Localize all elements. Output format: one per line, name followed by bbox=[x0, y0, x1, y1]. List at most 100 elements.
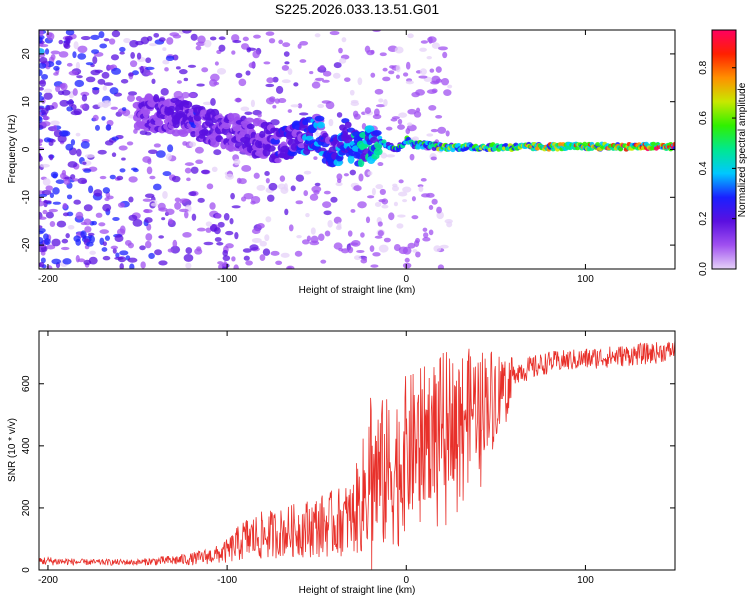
spectrogram-noise-cell bbox=[281, 79, 291, 84]
spectrogram-ridge-cell bbox=[373, 147, 383, 156]
spectrogram-ridge-cell bbox=[227, 143, 234, 152]
spectrogram-noise-cell bbox=[250, 99, 255, 108]
spectrogram-noise-cell bbox=[142, 156, 152, 163]
spectrogram-noise-cell bbox=[110, 54, 120, 61]
spectrogram-noise-cell bbox=[211, 166, 218, 172]
spectrogram-noise-cell bbox=[155, 150, 166, 158]
spectrogram-noise-cell bbox=[266, 77, 275, 84]
spectrogram-noise-cell bbox=[178, 69, 188, 75]
spectrogram-noise-cell bbox=[39, 116, 43, 124]
spectrogram-noise-cell bbox=[111, 30, 121, 38]
spectrogram-noise-cell bbox=[55, 179, 65, 184]
spectrogram-noise-cell bbox=[436, 206, 442, 214]
spectrogram-noise-cell bbox=[435, 114, 443, 119]
spectrogram-noise-cell bbox=[75, 132, 81, 137]
spectrogram-noise-cell bbox=[370, 72, 376, 78]
spectrogram-noise-cell bbox=[42, 178, 51, 186]
spectrogram-noise-cell bbox=[148, 252, 155, 260]
spectrogram-ridge-cell bbox=[305, 135, 314, 141]
spectrogram-noise-cell bbox=[130, 51, 136, 59]
spectrogram-noise-cell bbox=[41, 73, 49, 80]
spectrogram-noise-cell bbox=[196, 83, 205, 87]
spectrogram-ridge-cell bbox=[344, 121, 352, 129]
spectrogram-ridge-cell bbox=[244, 117, 255, 123]
spectrogram-ridge-cell bbox=[287, 150, 298, 157]
spectrogram-noise-cell bbox=[107, 65, 115, 70]
spectrogram-noise-cell bbox=[39, 225, 43, 229]
snr-x-tick-label: 100 bbox=[577, 575, 594, 586]
spectrogram-noise-cell bbox=[39, 193, 48, 198]
spectrogram-noise-cell bbox=[381, 198, 389, 205]
spectrogram-noise-cell bbox=[77, 45, 88, 54]
spectrogram-noise-cell bbox=[39, 44, 49, 48]
spectrogram-noise-cell bbox=[80, 35, 91, 41]
spectrogram-noise-cell bbox=[116, 175, 124, 181]
spectrogram-noise-cell bbox=[210, 223, 218, 232]
spectrogram-noise-cell bbox=[94, 69, 103, 74]
spectrogram-noise-cell bbox=[426, 133, 434, 137]
spectrogram-noise-cell bbox=[39, 200, 45, 207]
spectrogram-noise-cell bbox=[233, 158, 241, 166]
spectrogram-noise-cell bbox=[265, 177, 270, 184]
spectrogram-ridge-cell bbox=[595, 142, 601, 147]
spectrogram-noise-cell bbox=[270, 119, 280, 126]
spectrogram-ridge-cell bbox=[314, 115, 325, 122]
spectrogram-noise-cell bbox=[127, 242, 134, 249]
spectrogram-noise-cell bbox=[297, 103, 303, 109]
spectrogram-noise-cell bbox=[320, 259, 327, 264]
spectrogram-noise-cell bbox=[104, 100, 112, 107]
spectrogram-noise-cell bbox=[39, 86, 44, 91]
spectrogram-noise-cell bbox=[205, 227, 212, 233]
spectrogram-noise-cell bbox=[108, 38, 116, 45]
snr-x-tick-label: 0 bbox=[403, 575, 409, 586]
spectrogram-noise-cell bbox=[61, 89, 71, 96]
spectrogram-noise-cell bbox=[419, 47, 427, 52]
spectrogram-noise-cell bbox=[62, 202, 68, 210]
spectrogram-noise-cell bbox=[45, 211, 54, 219]
spectrogram-noise-cell bbox=[99, 43, 108, 49]
spectrogram-noise-cell bbox=[146, 72, 154, 76]
spectrogram-noise-cell bbox=[72, 88, 78, 96]
spectrogram-noise-cell bbox=[119, 225, 126, 234]
spectrogram-noise-cell bbox=[442, 51, 448, 59]
spectrogram-noise-cell bbox=[315, 77, 325, 81]
snr-y-ticks: 0 200 400 600 bbox=[21, 375, 675, 573]
spectrogram-noise-cell bbox=[301, 239, 310, 245]
spectrogram-noise-cell bbox=[166, 37, 174, 45]
spectrogram-noise-cell bbox=[349, 89, 355, 96]
spectrogram-noise-cell bbox=[104, 197, 110, 202]
spectrogram-noise-cell bbox=[82, 161, 87, 165]
spectrogram-noise-cell bbox=[190, 33, 198, 41]
spectrogram-noise-cell bbox=[52, 187, 60, 195]
spectrogram-noise-cell bbox=[102, 241, 107, 247]
spectrogram-noise-cell bbox=[428, 229, 434, 236]
spectrogram-noise-cell bbox=[49, 192, 55, 198]
spectrogram-noise-cell bbox=[145, 57, 152, 64]
spectrogram-noise-cell bbox=[231, 50, 236, 55]
spectrogram-noise-cell bbox=[216, 68, 227, 75]
spectrogram-noise-cell bbox=[358, 173, 364, 182]
spectrogram-noise-cell bbox=[253, 34, 261, 39]
spectrogram-noise-cell bbox=[144, 240, 152, 249]
spectrogram-noise-cell bbox=[446, 221, 453, 228]
spectrogram-noise-cell bbox=[246, 47, 257, 51]
spectrogram-noise-cell bbox=[201, 169, 210, 174]
spectrogram-noise-cell bbox=[65, 233, 70, 239]
spectrogram-noise-cell bbox=[61, 238, 69, 244]
spectrogram-noise-cell bbox=[110, 245, 119, 250]
spectrogram-x-tick-label: 100 bbox=[577, 274, 594, 285]
spectrogram-noise-cell bbox=[102, 187, 111, 194]
spectrogram-noise-cell bbox=[283, 51, 290, 57]
spectrogram-noise-cell bbox=[402, 186, 412, 193]
spectrogram-noise-cell bbox=[445, 130, 450, 137]
spectrogram-noise-cell bbox=[243, 192, 254, 200]
spectrogram-noise-cell bbox=[73, 235, 81, 242]
spectrogram-noise-cell bbox=[179, 208, 189, 213]
spectrogram-noise-cell bbox=[256, 184, 266, 191]
spectrogram-noise-cell bbox=[428, 204, 434, 210]
spectrogram-noise-cell bbox=[51, 258, 61, 265]
spectrogram-noise-cell bbox=[70, 139, 76, 146]
spectrogram-noise-cell bbox=[109, 87, 119, 95]
spectrogram-noise-cell bbox=[222, 255, 231, 262]
spectrogram-ridge-cell bbox=[246, 123, 255, 130]
